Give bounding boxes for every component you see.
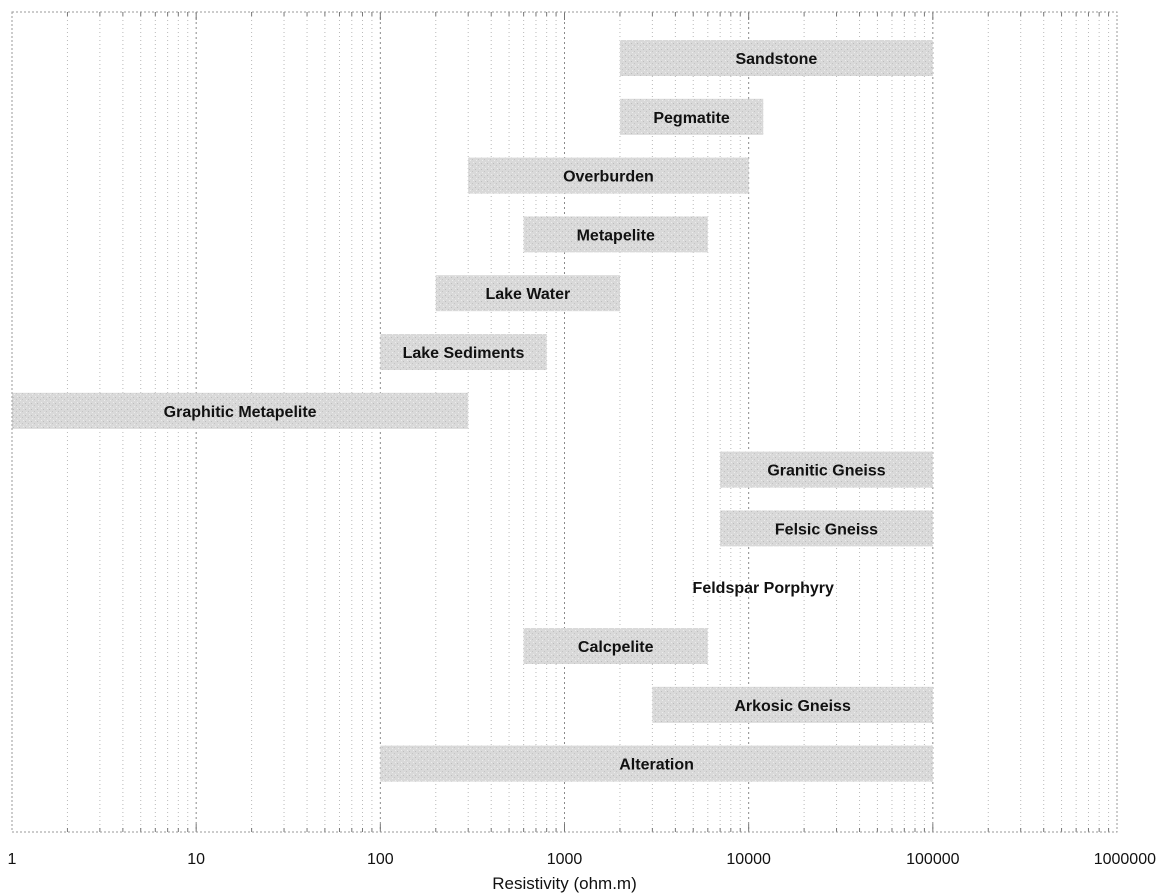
x-tick-label: 100 [367,851,394,868]
bar-label: Arkosic Gneiss [734,698,851,715]
x-tick-label: 1000000 [1094,851,1156,868]
bar-label: Alteration [619,757,694,774]
range-bar [619,98,764,135]
bar-label: Lake Sediments [403,345,525,362]
range-bar [720,510,933,547]
x-tick-labels: 1 10 100 1000 10000 100000 1000000 [8,851,1157,868]
range-bar [720,451,933,488]
bar-label: Pegmatite [653,110,730,127]
x-tick-label: 100000 [906,851,959,868]
bar-label: Graphitic Metapelite [164,404,317,421]
x-tick-label: 10 [187,851,205,868]
bar-label: Sandstone [735,51,817,68]
bar-label: Feldspar Porphyry [693,580,834,597]
x-axis-label: Resistivity (ohm.m) [492,874,637,893]
range-bar [523,628,708,664]
range-bar [435,275,620,312]
bar-labels: Sandstone Pegmatite Overburden Metapelite La… [164,51,886,774]
range-bar [619,40,933,76]
bar-label: Lake Water [485,286,570,303]
bar-label: Calcpelite [578,639,654,656]
bar-label: Granitic Gneiss [767,463,885,480]
range-bar [380,745,933,782]
bar-label: Metapelite [577,227,655,244]
x-tick-label: 1 [8,851,17,868]
range-bar [523,216,708,253]
range-bar [652,686,933,723]
range-bar [12,392,469,429]
bar-label: Felsic Gneiss [775,521,878,538]
range-bar [468,157,749,194]
x-tick-label: 1000 [547,851,583,868]
x-tick-label: 10000 [726,851,771,868]
plot-frame [11,11,1118,833]
bar-label: Overburden [563,169,654,186]
range-bars [12,40,933,782]
range-bar [380,334,547,370]
grid-lines [66,12,1110,832]
